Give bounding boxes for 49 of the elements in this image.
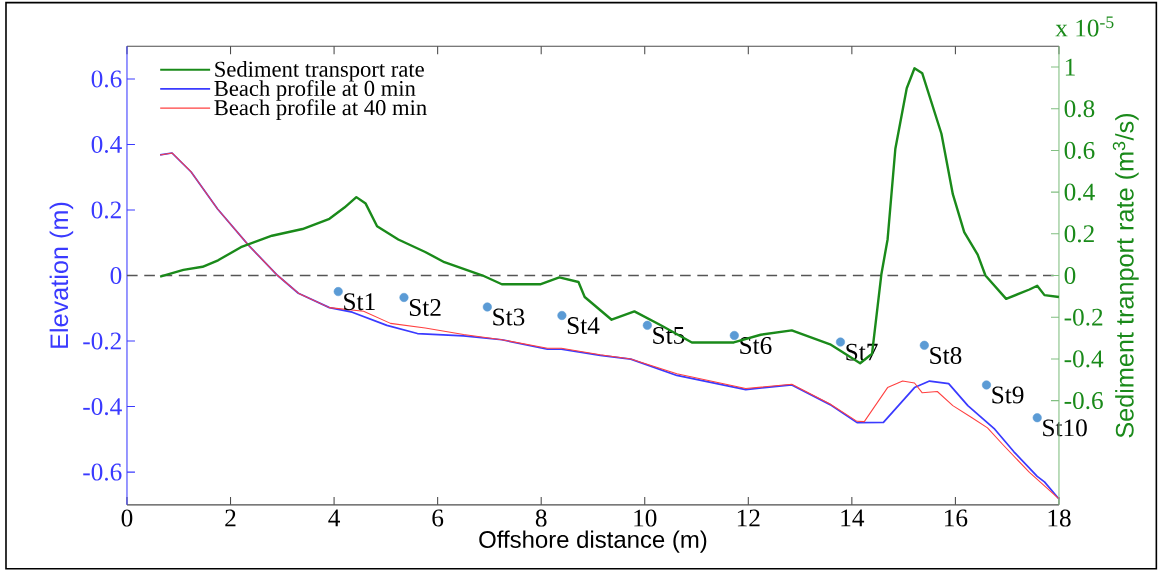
point — [981, 380, 991, 390]
x-tick-label: 6 — [432, 509, 444, 527]
y-tick-label: 0.2 — [91, 201, 121, 219]
point — [399, 292, 409, 302]
legend-label: Beach profile at 40 min — [214, 99, 427, 120]
point — [729, 330, 739, 340]
y-tick-label: 0.6 — [91, 70, 122, 88]
y-tick-label: -0.6 — [83, 463, 122, 481]
annotation: St8 — [930, 346, 962, 364]
x-tick-label: 2 — [225, 509, 236, 527]
y2-tick-label: -0.4 — [1064, 350, 1104, 368]
point — [1032, 413, 1042, 423]
y-tick-label: -0.4 — [83, 397, 122, 415]
x-tick-label: 10 — [634, 509, 657, 527]
annotation: St3 — [493, 308, 525, 326]
point — [835, 337, 845, 347]
y2-tick-label: -0.6 — [1064, 391, 1103, 410]
x-tick-label: 18 — [1048, 509, 1071, 527]
point — [919, 340, 929, 350]
annotation: St2 — [409, 298, 441, 316]
y-tick-label: 0 — [110, 266, 122, 284]
point — [557, 310, 567, 320]
annotation: St1 — [344, 293, 375, 310]
y2-tick-label: 1 — [1065, 58, 1075, 76]
y2-tick-label: 0.4 — [1064, 183, 1095, 201]
y-tick-label: 0.4 — [91, 135, 122, 153]
x-tick-label: 0 — [121, 509, 133, 527]
point — [333, 286, 343, 296]
annotation: St4 — [567, 316, 600, 334]
y-axis-title: Elevation (m) — [49, 202, 74, 348]
point — [642, 320, 652, 330]
text: x 10$^{-5}$ — [1055, 16, 1114, 37]
x-axis-title: Offshore distance (m) — [479, 530, 707, 553]
y2-axis-title: Sediment tranport rate (m$^{3}$/s) — [1112, 113, 1139, 438]
annotation: St9 — [992, 386, 1024, 404]
annotation: St10 — [1043, 419, 1087, 437]
annotation: St6 — [740, 336, 772, 354]
x-tick-label: 16 — [944, 509, 968, 527]
point — [482, 302, 492, 312]
y-tick-label: -0.2 — [83, 332, 121, 350]
y2-tick-label: 0.8 — [1064, 100, 1095, 118]
y2-tick-label: 0.2 — [1064, 225, 1094, 243]
x-tick-label: 14 — [841, 509, 865, 527]
y2-tick-label: -0.2 — [1064, 308, 1103, 326]
x-tick-label: 4 — [328, 509, 341, 527]
y2-tick-label: 0 — [1064, 266, 1076, 284]
y2-tick-label: 0.6 — [1064, 141, 1095, 159]
x-tick-label: 8 — [535, 509, 547, 527]
x-tick-label: 12 — [737, 509, 760, 527]
